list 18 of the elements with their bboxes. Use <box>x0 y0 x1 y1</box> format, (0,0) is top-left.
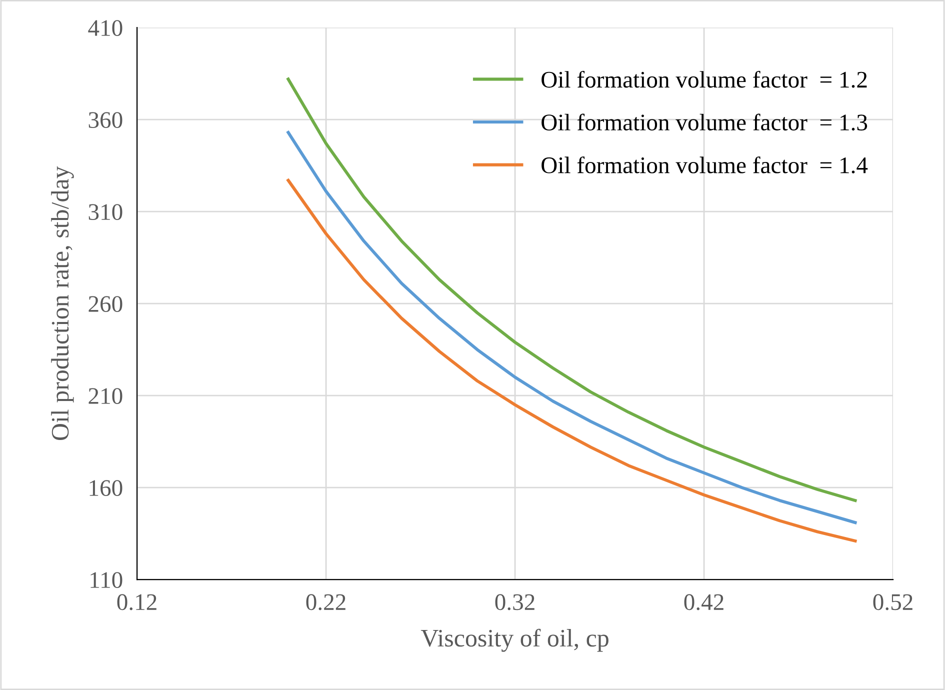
y-tick-label: 210 <box>88 388 122 404</box>
y-tick-label: 110 <box>90 572 122 588</box>
x-tick-label: 0.42 <box>684 594 724 610</box>
y-axis-title: Oil production rate, stb/day <box>51 166 74 440</box>
y-tick-label: 160 <box>90 480 122 496</box>
x-axis-title: Viscosity of oil, cp <box>420 628 608 652</box>
y-tick-label: 310 <box>88 204 122 220</box>
y-tick-label: 360 <box>88 112 122 128</box>
y-tick-label: 260 <box>88 296 122 312</box>
x-tick-label: 0.32 <box>495 594 534 610</box>
line-series <box>286 178 857 542</box>
legend-label: Oil formation volume factor = 1.3 <box>542 114 868 131</box>
x-tick-label: 0.22 <box>306 594 346 610</box>
x-tick-label: 0.12 <box>117 594 156 610</box>
legend-label: Oil formation volume factor = 1.4 <box>542 156 868 174</box>
legend-label: Oil formation volume factor = 1.2 <box>542 70 867 88</box>
y-tick-label: 410 <box>88 20 122 36</box>
x-tick-label: 0.52 <box>873 594 912 610</box>
